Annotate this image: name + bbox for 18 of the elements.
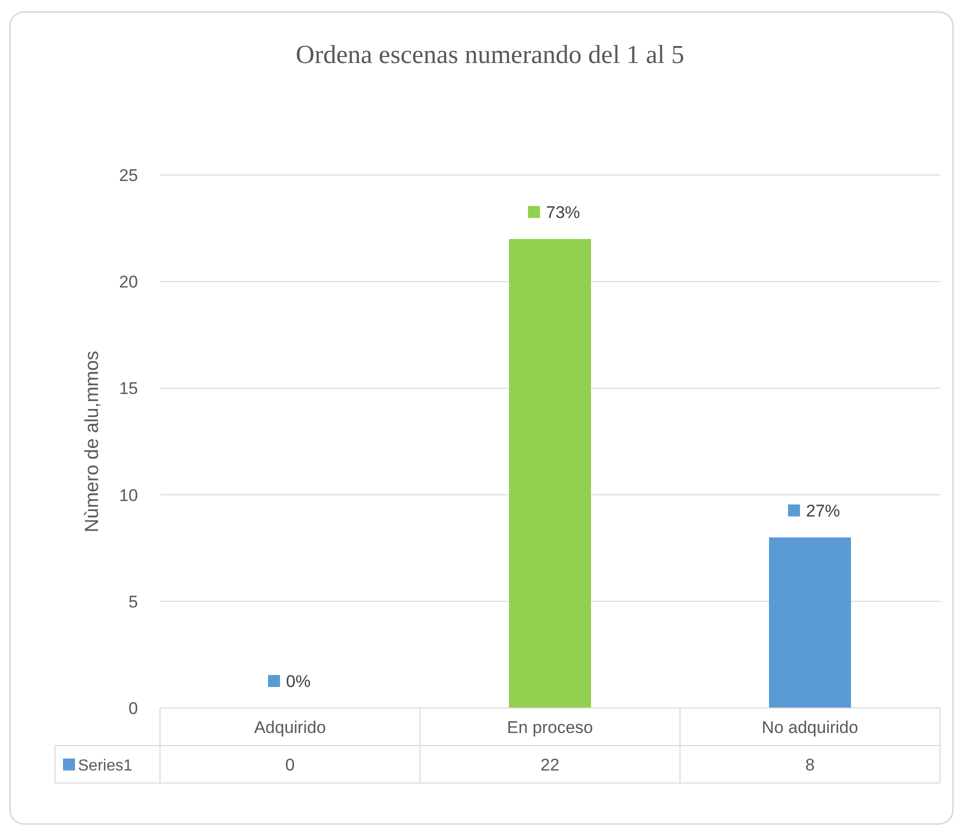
x-tick-label: Adquirido — [254, 718, 326, 737]
y-tick-label: 0 — [128, 699, 138, 718]
x-tick-label: No adquirido — [762, 718, 858, 737]
chart-title: Ordena escenas numerando del 1 al 5 — [296, 40, 684, 69]
data-label: 0 — [285, 756, 295, 774]
y-axis-title: Nùmero de alu,mmos — [82, 350, 103, 532]
data-label: 22 — [540, 756, 560, 774]
annotation: 73% — [546, 202, 580, 222]
annotation: 0% — [286, 672, 311, 691]
x-tick-label: En proceso — [507, 718, 593, 737]
annotation: 27% — [806, 501, 840, 520]
y-tick-label: 20 — [119, 272, 138, 292]
legend-label: Series1 — [78, 758, 132, 774]
y-tick-label: 25 — [119, 166, 138, 185]
y-tick-label: 10 — [119, 486, 138, 505]
data-label: 8 — [805, 756, 815, 774]
y-tick-label: 5 — [128, 592, 138, 612]
y-tick-label: 15 — [119, 379, 138, 398]
